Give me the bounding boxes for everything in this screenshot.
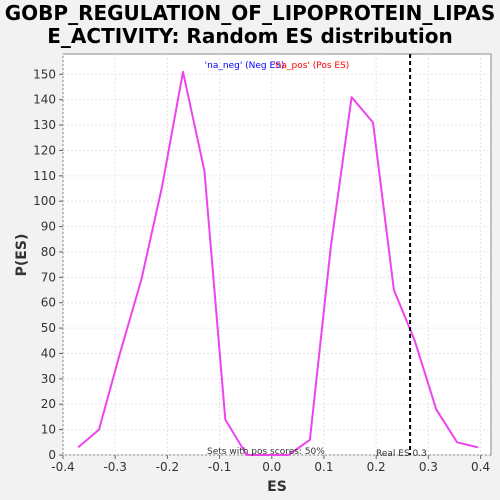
x-tick-label: 0.1 <box>314 460 333 474</box>
chart-title-line-2: E_ACTIVITY: Random ES distribution <box>47 24 453 48</box>
y-tick-label: 100 <box>33 194 56 208</box>
x-tick-label: 0.0 <box>262 460 281 474</box>
y-tick-label: 30 <box>41 372 56 386</box>
y-axis: 0 10 20 30 40 50 60 70 80 90 100 110 120 130 140 150 <box>33 67 63 462</box>
x-tick-label: -0.4 <box>51 460 74 474</box>
sets-with-pos-annotation: Sets with pos scores: 50% <box>207 447 325 457</box>
y-tick-label: 140 <box>33 93 56 107</box>
plot-area <box>62 53 492 456</box>
y-tick-label: 90 <box>41 220 56 234</box>
y-tick-label: 130 <box>33 118 56 132</box>
y-tick-label: 70 <box>41 270 56 284</box>
y-tick-label: 10 <box>41 423 56 437</box>
chart-title-line-1: GOBP_REGULATION_OF_LIPOPROTEIN_LIPAS <box>4 2 496 25</box>
y-tick-label: 0 <box>48 448 56 462</box>
x-tick-label: 0.4 <box>471 460 490 474</box>
y-tick-label: 40 <box>41 346 56 360</box>
x-tick-label: -0.1 <box>208 460 231 474</box>
x-axis-label: ES <box>267 479 287 495</box>
y-tick-label: 110 <box>33 169 56 183</box>
x-tick-label: -0.2 <box>156 460 179 474</box>
legend-neg-entry: 'na_neg' (Neg ES) <box>205 61 285 71</box>
series-layer <box>77 70 479 456</box>
y-tick-label: 50 <box>41 321 56 335</box>
series-line <box>77 70 479 456</box>
y-axis-label: P(ES) <box>14 234 30 277</box>
chart-title: GOBP_REGULATION_OF_LIPOPROTEIN_LIPAS E_A… <box>0 2 500 48</box>
x-axis: -0.4 -0.3 -0.2 -0.1 0.0 0.1 0.2 0.3 0.4 <box>51 455 490 474</box>
y-tick-label: 60 <box>41 296 56 310</box>
y-tick-label: 150 <box>33 67 56 81</box>
x-tick-label: -0.3 <box>103 460 126 474</box>
legend: 'na_neg' (Neg ES) 'na_pos' (Pos ES) <box>205 61 350 71</box>
x-tick-label: 0.2 <box>367 460 386 474</box>
real-es-annotation: Real ES 0.3 <box>376 449 427 459</box>
legend-pos-entry: 'na_pos' (Pos ES) <box>273 61 349 71</box>
y-tick-label: 80 <box>41 245 56 259</box>
grid-lines <box>62 54 491 456</box>
y-tick-label: 120 <box>33 143 56 157</box>
x-tick-label: 0.3 <box>419 460 438 474</box>
y-tick-label: 20 <box>41 397 56 411</box>
